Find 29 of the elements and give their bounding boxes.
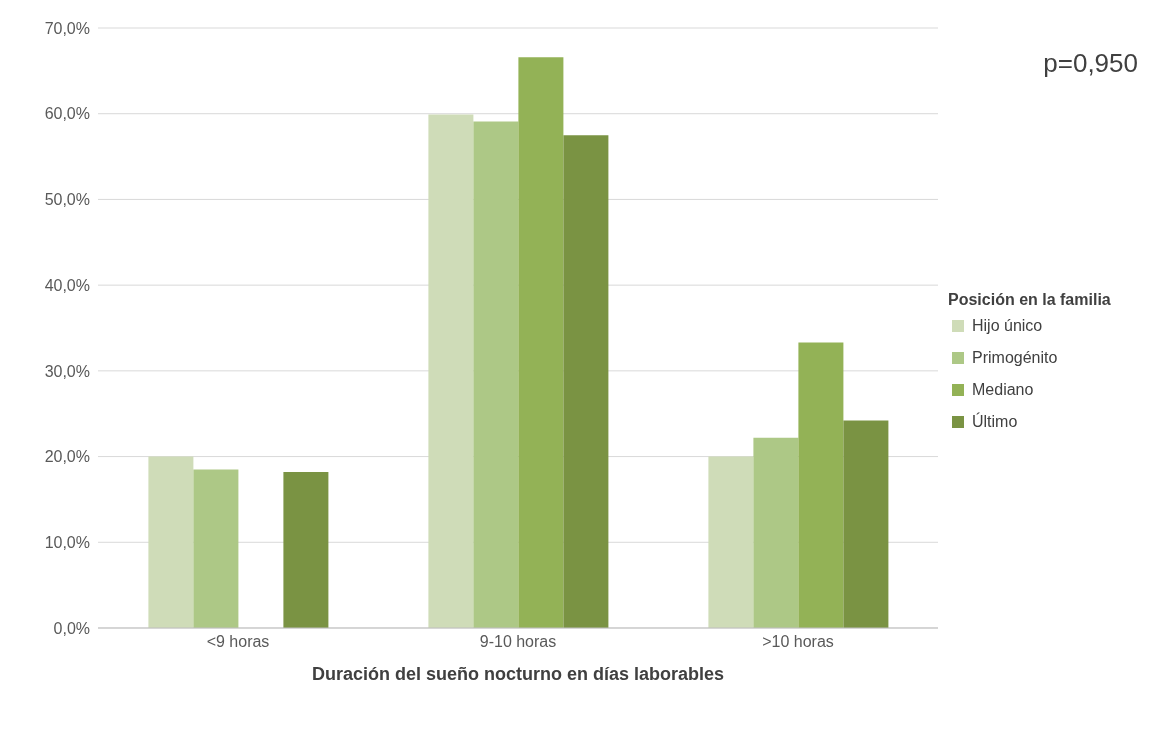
y-tick-label: 50,0% — [44, 191, 90, 209]
legend-label: Mediano — [972, 381, 1034, 399]
bar — [518, 57, 564, 628]
legend-label: Primogénito — [972, 349, 1058, 367]
x-tick-label: >10 horas — [762, 633, 834, 651]
x-tick-label: 9-10 horas — [479, 633, 557, 651]
bar — [283, 472, 329, 628]
bar — [563, 135, 609, 628]
bar — [193, 469, 239, 628]
bar — [708, 456, 754, 628]
y-tick-label: 10,0% — [44, 533, 90, 551]
bar — [473, 121, 519, 628]
y-tick-label: 20,0% — [44, 448, 90, 466]
bar — [798, 342, 844, 628]
y-tick-label: 30,0% — [44, 362, 90, 380]
y-tick-label: 60,0% — [44, 105, 90, 123]
bar — [148, 456, 194, 628]
x-axis-title: Duración del sueño nocturno en días laborables — [311, 664, 725, 684]
x-tick-label: <9 horas — [206, 633, 270, 651]
y-tick-label: 40,0% — [44, 276, 90, 294]
y-tick-label: 70,0% — [44, 19, 90, 37]
bar — [428, 114, 474, 628]
text: p=0,950 — [1043, 48, 1138, 79]
bar — [753, 437, 799, 628]
y-tick-label: 0,0% — [53, 619, 90, 637]
legend-label: Último — [972, 413, 1018, 431]
bar — [843, 420, 889, 628]
legend-title: Posición en la familia — [948, 291, 1112, 309]
legend-label: Hijo único — [972, 317, 1043, 335]
